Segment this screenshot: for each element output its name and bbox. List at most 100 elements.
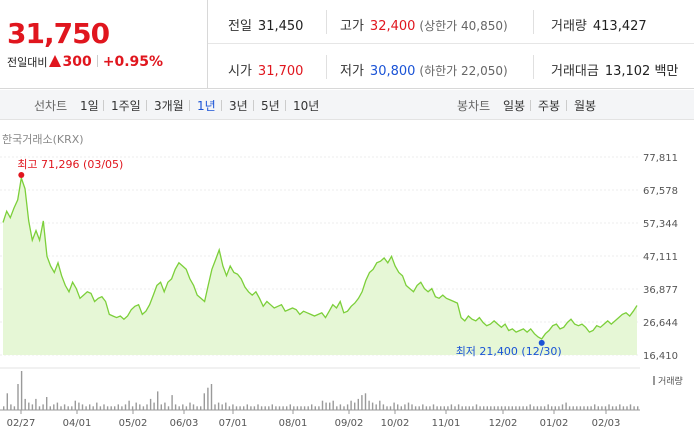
volume-bar <box>447 406 449 410</box>
volume-bar <box>49 406 51 410</box>
volume-bar <box>457 404 460 410</box>
divider <box>189 100 190 111</box>
volume-bar <box>511 406 513 410</box>
volume-bar <box>543 406 546 410</box>
price-box: 31,750 전일대비 300 +0.95% <box>0 0 208 89</box>
prev-close-label: 전일 <box>228 19 252 34</box>
candle-monthly[interactable]: 월봉 <box>574 99 597 113</box>
volume-bar <box>157 391 159 410</box>
volume-bar <box>364 393 367 410</box>
volume-bar <box>13 406 16 410</box>
period-selector: 선차트 1일 1주일 3개월 1년 3년 5년 10년 봉차트 일봉 주봉 월봉 <box>0 90 694 120</box>
volume-bar <box>440 406 442 410</box>
volume-bar <box>153 402 155 410</box>
volume-bar <box>296 406 299 410</box>
current-price: 31,750 <box>7 17 110 50</box>
volume-bar <box>486 406 488 410</box>
volume-bar <box>89 404 91 410</box>
volume-bar <box>465 406 467 410</box>
volume-bars <box>3 371 639 410</box>
turnover: 거래대금 13,102 백만 <box>551 60 678 79</box>
volume-bar <box>160 404 162 410</box>
y-tick-label: 47,111 <box>643 252 678 263</box>
volume-bar <box>260 406 263 410</box>
volume-bar <box>483 406 485 410</box>
volume-bar <box>558 406 560 410</box>
volume-bar <box>368 400 370 410</box>
x-tick-label: 10/02 <box>381 418 410 429</box>
volume-bar <box>468 406 470 410</box>
volume-bar <box>321 400 324 410</box>
period-1d[interactable]: 1일 <box>80 99 99 113</box>
high-value: 32,400 <box>369 19 416 34</box>
x-tick-label: 01/02 <box>540 418 569 429</box>
volume-bar <box>554 406 556 410</box>
y-tick-label: 67,578 <box>643 186 678 197</box>
volume-bar <box>479 406 481 410</box>
volume-bar <box>576 406 578 410</box>
candle-daily[interactable]: 일봉 <box>503 99 526 113</box>
volume-bar <box>314 406 316 410</box>
volume-bar <box>31 404 34 410</box>
volume-bar <box>336 406 338 410</box>
volume-bar <box>146 404 148 410</box>
period-1y[interactable]: 1년 <box>197 99 216 113</box>
volume-bar <box>167 406 170 410</box>
x-tick-label: 05/02 <box>119 418 148 429</box>
y-tick-label: 57,344 <box>643 219 678 230</box>
volume-bar <box>142 406 145 410</box>
volume-bar <box>561 404 564 410</box>
change-amount: 300 <box>62 54 92 70</box>
volume-bar <box>192 404 195 410</box>
divider <box>96 55 98 67</box>
low-label: 저가 <box>340 64 364 79</box>
divider <box>146 100 147 111</box>
change-row: 전일대비 300 +0.95% <box>7 54 163 70</box>
volume-bar <box>128 400 130 410</box>
volume-bar <box>200 406 202 410</box>
volume-bar <box>67 406 69 410</box>
volume-bar <box>611 406 614 410</box>
x-tick-label: 08/01 <box>279 418 308 429</box>
volume-bar <box>533 406 535 410</box>
divider <box>533 55 534 79</box>
volume-bar <box>293 406 295 410</box>
open-label: 시가 <box>228 64 252 79</box>
volume-bar <box>547 404 549 410</box>
volume-bar <box>20 371 23 410</box>
volume-bar <box>278 406 281 410</box>
y-tick-label: 26,644 <box>643 318 678 329</box>
volume-bar <box>339 404 342 410</box>
low-value: 30,800 <box>369 64 416 79</box>
volume-bar <box>214 404 216 410</box>
period-5y[interactable]: 5년 <box>261 99 280 113</box>
volume-bar <box>594 404 596 410</box>
volume-bar <box>615 406 617 410</box>
volume-bar <box>626 406 628 410</box>
volume-bar <box>400 406 402 410</box>
volume-bar <box>629 404 632 410</box>
volume-bar <box>425 406 428 410</box>
volume-bar <box>414 406 417 410</box>
volume-bar <box>28 402 30 410</box>
volume-bar <box>357 398 359 410</box>
volume-bar <box>493 406 496 410</box>
open-value: 31,700 <box>257 64 304 79</box>
volume-bar <box>389 406 392 410</box>
volume-bar <box>346 404 349 410</box>
volume-bar <box>318 406 320 410</box>
turnover-label: 거래대금 <box>551 64 599 79</box>
volume-bar <box>601 406 603 410</box>
volume-bar <box>371 402 374 410</box>
turnover-value: 13,102 백만 <box>604 64 679 79</box>
period-1w[interactable]: 1주일 <box>111 99 141 113</box>
volume-bar <box>332 400 334 410</box>
period-10y[interactable]: 10년 <box>293 99 320 113</box>
candle-weekly[interactable]: 주봉 <box>538 99 561 113</box>
x-tick-label: 11/01 <box>432 418 461 429</box>
up-triangle-icon <box>49 55 62 67</box>
period-3y[interactable]: 3년 <box>229 99 248 113</box>
y-tick-label: 16,410 <box>643 351 678 362</box>
period-3m[interactable]: 3개월 <box>154 99 184 113</box>
volume-bar <box>225 402 227 410</box>
